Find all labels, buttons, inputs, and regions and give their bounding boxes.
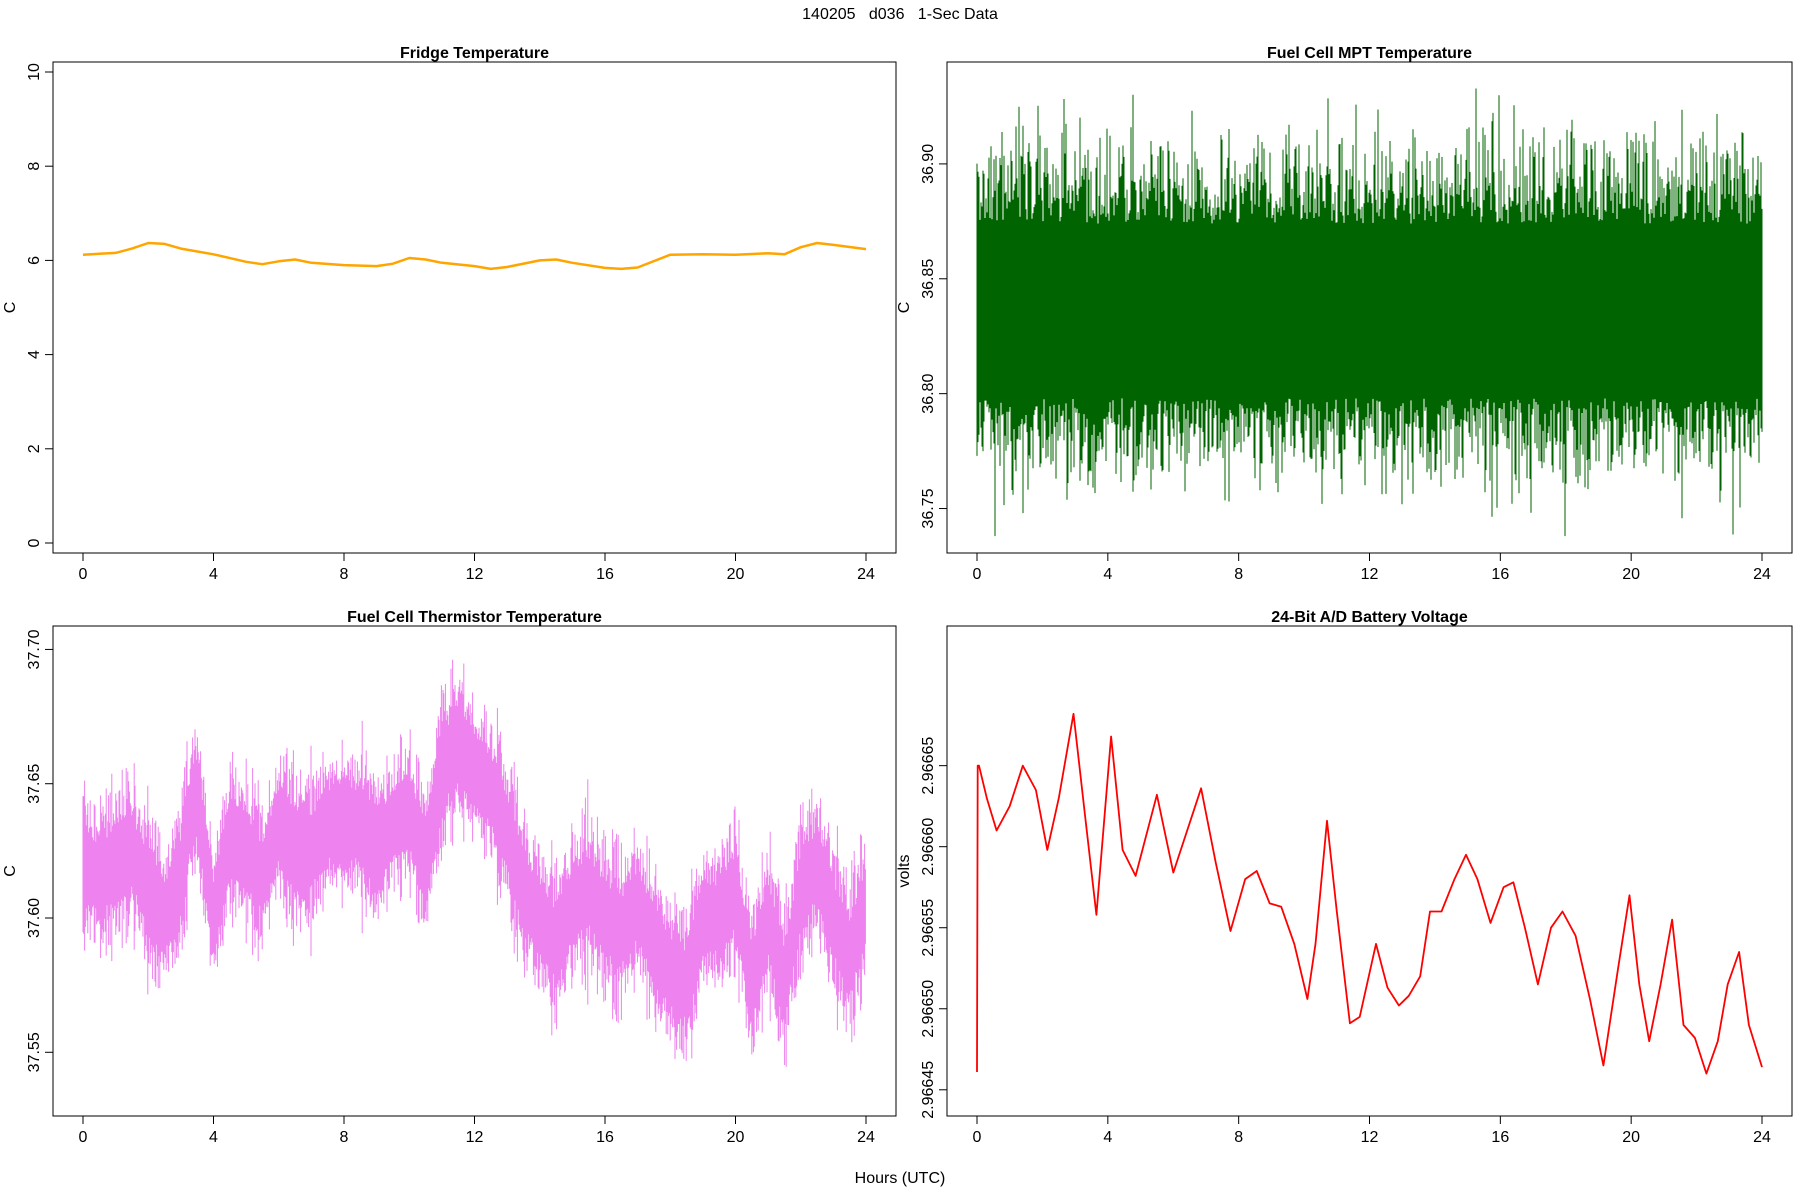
fridge-x-tick-label: 0 — [79, 566, 88, 583]
mpt-x-tick-label: 8 — [1234, 566, 1243, 583]
thermistor-x-tick-label: 16 — [596, 1129, 614, 1146]
fridge-y-tick-label: 4 — [26, 350, 43, 359]
mpt-noise-spikes — [976, 88, 1763, 537]
fridge-x-tick-label: 16 — [596, 566, 614, 583]
battery-chart-title: 24-Bit A/D Battery Voltage — [1271, 609, 1468, 626]
fridge-line — [82, 241, 867, 271]
battery-series — [976, 712, 1763, 1075]
mpt-x-tick-label: 0 — [973, 566, 982, 583]
battery-x-tick-label: 20 — [1622, 1129, 1640, 1146]
figure-xlabel: Hours (UTC) — [854, 1170, 946, 1187]
fridge-y-tick-label: 6 — [26, 256, 43, 265]
mpt-y-axis-label: C — [896, 302, 913, 314]
thermistor-y-tick-label: 37.65 — [26, 764, 43, 804]
fridge-x-tick-label: 24 — [857, 566, 875, 583]
battery-plot-frame — [946, 625, 1793, 1117]
fridge-x-tick-label: 4 — [209, 566, 218, 583]
mpt-x-tick-label: 24 — [1753, 566, 1771, 583]
battery-x-tick-label: 12 — [1361, 1129, 1379, 1146]
mpt-y-tick-label: 36.90 — [920, 144, 937, 184]
thermistor-chart-title: Fuel Cell Thermistor Temperature — [347, 609, 602, 626]
fridge-y-tick-label: 0 — [26, 538, 43, 547]
mpt-x-tick-label: 20 — [1622, 566, 1640, 583]
battery-x-tick-label: 24 — [1753, 1129, 1771, 1146]
fridge-y-axis-label: C — [2, 302, 19, 314]
mpt-series — [976, 88, 1763, 537]
battery-y-tick-label: 2.96655 — [920, 899, 937, 957]
mpt-y-tick-label: 36.80 — [920, 374, 937, 414]
thermistor-x-tick-label: 4 — [209, 1129, 218, 1146]
mpt-y-tick-label: 36.85 — [920, 259, 937, 299]
fridge-series — [82, 241, 867, 271]
fridge-x-tick-label: 12 — [466, 566, 484, 583]
thermistor-y-tick-label: 37.70 — [26, 629, 43, 669]
fridge-y-tick-label: 8 — [26, 162, 43, 171]
figure-title: 140205 d036 1-Sec Data — [802, 6, 998, 23]
thermistor-y-axis-label: C — [2, 865, 19, 877]
battery-x-tick-label: 0 — [973, 1129, 982, 1146]
fridge-x-tick-label: 20 — [727, 566, 745, 583]
battery-y-axis-label: volts — [896, 855, 913, 888]
mpt-x-tick-label: 12 — [1361, 566, 1379, 583]
battery-y-tick-label: 2.96650 — [920, 980, 937, 1038]
battery-line — [976, 712, 1763, 1075]
thermistor-noise-trace — [82, 659, 866, 1067]
thermistor-x-tick-label: 8 — [340, 1129, 349, 1146]
fridge-y-tick-label: 10 — [26, 63, 43, 81]
battery-x-tick-label: 16 — [1491, 1129, 1509, 1146]
fridge-chart-title: Fridge Temperature — [400, 45, 549, 62]
battery-y-tick-label: 2.96665 — [920, 737, 937, 795]
fridge-x-tick-label: 8 — [340, 566, 349, 583]
thermistor-y-tick-label: 37.55 — [26, 1032, 43, 1072]
thermistor-x-tick-label: 24 — [857, 1129, 875, 1146]
thermistor-series — [82, 659, 866, 1067]
battery-x-tick-label: 4 — [1103, 1129, 1112, 1146]
mpt-x-tick-label: 16 — [1491, 566, 1509, 583]
mpt-y-tick-label: 36.75 — [920, 488, 937, 528]
mpt-x-tick-label: 4 — [1103, 566, 1112, 583]
thermistor-y-tick-label: 37.60 — [26, 898, 43, 938]
thermistor-x-tick-label: 12 — [466, 1129, 484, 1146]
battery-y-tick-label: 2.96660 — [920, 818, 937, 876]
thermistor-x-tick-label: 20 — [727, 1129, 745, 1146]
mpt-chart-title: Fuel Cell MPT Temperature — [1267, 45, 1472, 62]
battery-x-tick-label: 8 — [1234, 1129, 1243, 1146]
fridge-y-tick-label: 2 — [26, 444, 43, 453]
battery-y-tick-label: 2.96645 — [920, 1061, 937, 1119]
thermistor-x-tick-label: 0 — [79, 1129, 88, 1146]
